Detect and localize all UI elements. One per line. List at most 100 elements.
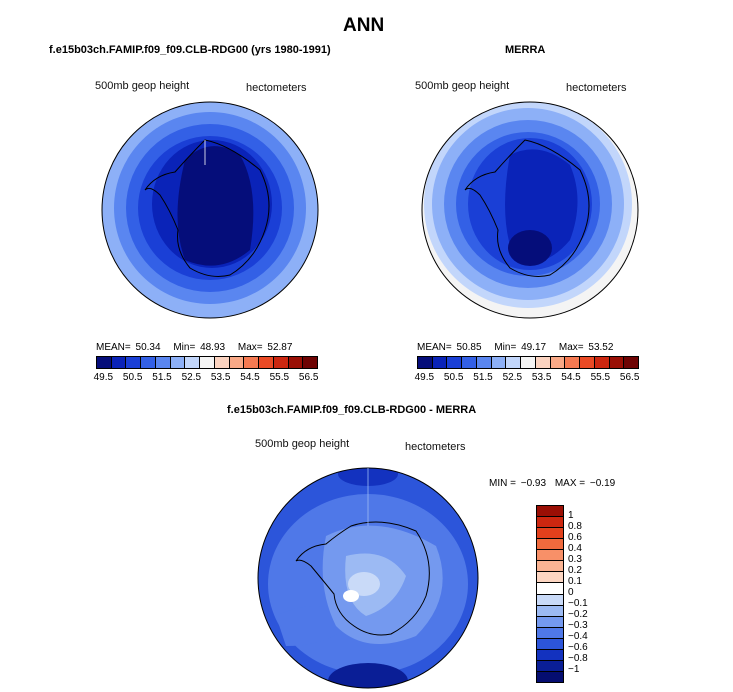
colorbar-tick-label: 53.5 [531,372,552,383]
diff-colorbar-swatch [537,671,563,682]
colorbar-swatch [155,357,171,368]
panel1-colorbar-ticks: 49.5 50.5 51.5 52.5 53.5 54.5 55.5 56.5 [93,372,319,384]
diff-colorbar-tick-label: −0.2 [568,609,588,620]
diff-colorbar-swatch [537,572,563,584]
panel1-colorbar [96,356,318,369]
main-title: ANN [343,15,385,36]
colorbar-tick-label: 53.5 [210,372,231,383]
diff-colorbar-swatch [537,594,563,606]
colorbar-tick-label: 54.5 [240,372,260,383]
diff-stats: MIN = −0.93 MAX = −0.19 [489,478,616,489]
diff-right-label: hectometers [405,441,466,453]
diff-colorbar-tick-label: 0 [568,587,574,598]
colorbar-swatch [244,357,260,368]
colorbar-swatch [476,357,492,368]
colorbar-swatch [229,357,245,368]
colorbar-tick-label: 52.5 [181,372,202,383]
colorbar-swatch [141,357,156,368]
diff-colorbar-swatch [537,583,563,595]
diff-colorbar-swatch [537,539,563,551]
colorbar-swatch [126,357,142,368]
panel2-stats: MEAN= 50.85 Min= 49.17 Max= 53.52 [417,342,614,353]
colorbar-swatch [565,357,581,368]
colorbar-swatch [200,357,215,368]
diff-colorbar-swatch [537,605,563,617]
colorbar-swatch [609,357,625,368]
diff-colorbar-tick-label: 0.1 [568,576,582,587]
diff-colorbar-tick-label: −0.8 [568,653,588,664]
colorbar-tick-label: 49.5 [414,372,435,383]
colorbar-swatch [185,357,201,368]
colorbar-swatch [273,357,289,368]
antarctica-coastline [295,521,430,636]
colorbar-swatch [550,357,566,368]
colorbar-swatch [288,357,304,368]
diff-colorbar-tick-label: 1 [568,510,574,521]
colorbar-tick-label: 55.5 [269,372,290,383]
antarctica-coastline [464,139,590,277]
diff-left-label: 500mb geop height [255,438,350,450]
diff-colorbar-swatch [537,517,563,529]
panel1-map [101,101,319,319]
colorbar-tick-label: 50.5 [122,372,143,383]
colorbar-swatch [594,357,610,368]
diff-colorbar-swatch [537,506,563,518]
diff-colorbar-swatch [537,550,563,562]
diff-colorbar-tick-label: −0.1 [568,598,588,609]
colorbar-tick-label: 55.5 [590,372,611,383]
diff-colorbar-tick-label: −0.3 [568,620,588,631]
panel2-map [421,101,639,319]
panel2-title: MERRA [505,44,546,56]
colorbar-tick-label: 54.5 [561,372,581,383]
diff-colorbar-swatch [537,660,563,672]
colorbar-tick-label: 56.5 [619,372,640,383]
colorbar-swatch [624,357,639,368]
panel2-left-label: 500mb geop height [415,80,510,92]
colorbar-swatch [111,357,127,368]
diff-colorbar-tick-label: −0.6 [568,642,588,653]
diff-colorbar [536,505,564,683]
diff-map [257,467,479,689]
colorbar-swatch [462,357,477,368]
colorbar-tick-label: 56.5 [298,372,319,383]
panel1-stats: MEAN= 50.34 Min= 48.93 Max= 52.87 [96,342,293,353]
diff-colorbar-swatch [537,649,563,661]
diff-colorbar-tick-label: 0.3 [568,554,582,565]
diff-colorbar-tick-label: 0.2 [568,565,582,576]
colorbar-swatch [521,357,536,368]
panel2-colorbar-ticks: 49.5 50.5 51.5 52.5 53.5 54.5 55.5 56.5 [414,372,640,384]
diff-colorbar-swatch [537,528,563,540]
colorbar-swatch [170,357,186,368]
diff-panel-title: f.e15b03ch.FAMIP.f09_f09.CLB-RDG00 - MER… [227,404,477,416]
panel1-left-label: 500mb geop height [95,80,190,92]
diff-colorbar-swatch [537,638,563,650]
diff-colorbar-swatch [537,616,563,628]
colorbar-swatch [506,357,522,368]
colorbar-swatch [535,357,551,368]
diff-colorbar-swatch [537,561,563,573]
panel2-right-label: hectometers [566,82,627,94]
diff-colorbar-tick-label: −1 [568,664,580,675]
panel2-colorbar [417,356,639,369]
diff-colorbar-tick-label: 0.8 [568,521,582,532]
colorbar-tick-label: 50.5 [443,372,464,383]
colorbar-swatch [259,357,274,368]
diff-colorbar-ticks: 1 0.8 0.6 0.4 0.3 0.2 0.1 0 −0.1 −0.2 −0.3 −0.4 −0.6… [568,505,608,681]
diff-colorbar-tick-label: 0.4 [568,543,582,554]
diff-colorbar-tick-label: 0.6 [568,532,582,543]
colorbar-swatch [214,357,230,368]
colorbar-tick-label: 51.5 [473,372,493,383]
colorbar-swatch [447,357,463,368]
panel1-title: f.e15b03ch.FAMIP.f09_f09.CLB-RDG00 (yrs … [49,44,331,56]
colorbar-tick-label: 52.5 [502,372,523,383]
colorbar-swatch [303,357,318,368]
colorbar-swatch [491,357,507,368]
colorbar-tick-label: 51.5 [152,372,172,383]
antarctica-coastline [144,139,270,277]
diff-colorbar-swatch [537,627,563,639]
colorbar-swatch [580,357,595,368]
colorbar-swatch [418,357,433,368]
colorbar-swatch [432,357,448,368]
colorbar-tick-label: 49.5 [93,372,114,383]
panel1-right-label: hectometers [246,82,307,94]
